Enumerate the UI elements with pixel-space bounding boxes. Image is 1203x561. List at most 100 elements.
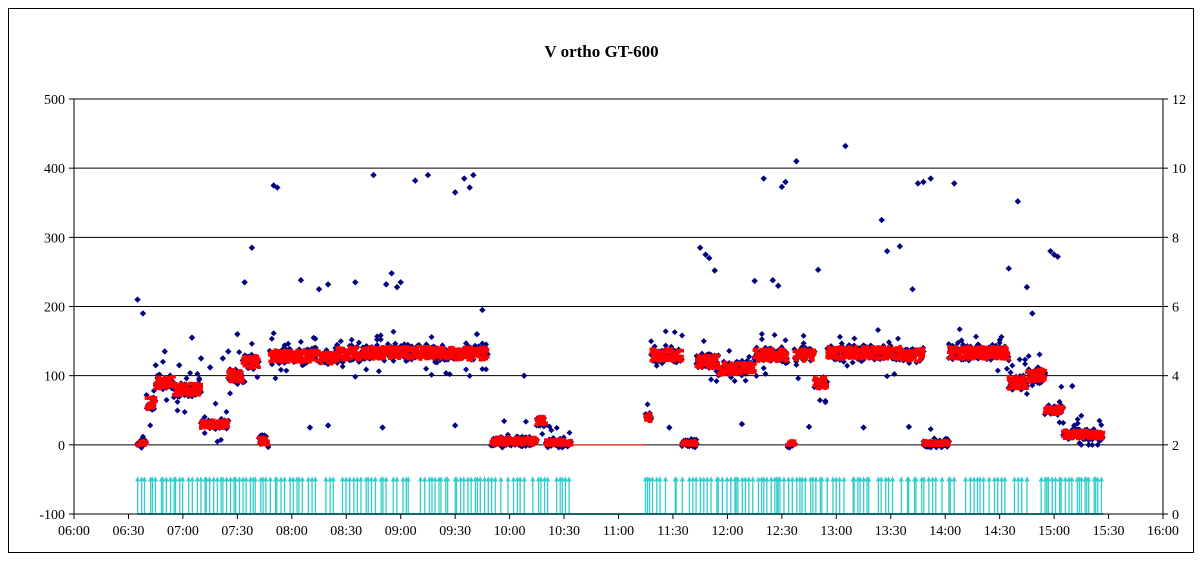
red-point <box>889 346 893 351</box>
red-point <box>834 347 839 351</box>
red-point <box>874 346 878 351</box>
red-point <box>680 348 685 353</box>
red-point <box>992 351 996 356</box>
pulse-marker <box>708 476 714 482</box>
red-point <box>852 352 857 357</box>
red-point <box>861 345 866 349</box>
scatter-point <box>1074 416 1081 423</box>
scatter-point <box>501 418 508 425</box>
pulse-marker <box>802 476 808 482</box>
outlier-point <box>161 348 168 355</box>
pulse-marker <box>562 476 568 482</box>
red-point <box>908 349 913 353</box>
red-point <box>700 365 704 370</box>
red-point <box>749 361 753 365</box>
scatter-point <box>1060 419 1067 426</box>
red-point <box>397 346 401 350</box>
red-point <box>326 360 330 365</box>
red-point <box>322 351 327 356</box>
red-point <box>830 351 835 355</box>
red-point <box>362 350 367 355</box>
red-point <box>1081 436 1085 441</box>
outlier-point <box>775 282 782 289</box>
y2-tick-label: 6 <box>1172 301 1179 316</box>
x-tick-label: 13:00 <box>820 524 852 539</box>
red-point <box>333 360 338 364</box>
pulse-marker <box>1015 476 1021 482</box>
red-point <box>1014 379 1018 384</box>
outlier-point <box>197 355 205 362</box>
scatter-point <box>1003 365 1010 372</box>
red-point <box>248 364 252 369</box>
red-point <box>348 356 352 361</box>
red-point <box>1024 383 1029 388</box>
red-point <box>240 375 245 380</box>
scatter-point <box>816 397 823 404</box>
red-point <box>371 345 376 350</box>
red-point <box>1019 379 1023 384</box>
red-point <box>888 352 893 357</box>
red-point <box>896 353 900 358</box>
scatter-point <box>998 333 1005 340</box>
red-point <box>1059 408 1064 412</box>
red-point <box>347 345 352 350</box>
outlier-point <box>382 281 390 288</box>
red-point <box>518 436 523 441</box>
pulse-marker <box>679 476 685 482</box>
scatter-point <box>822 397 829 404</box>
pulse-marker <box>530 476 536 482</box>
pulse-marker <box>781 476 787 482</box>
y-tick-label: 300 <box>44 231 65 246</box>
red-point <box>719 367 724 371</box>
red-point <box>194 386 198 390</box>
red-point <box>384 350 388 355</box>
pulse-marker <box>489 476 495 482</box>
red-point <box>805 349 809 353</box>
pulse-marker <box>438 476 444 482</box>
red-point <box>714 357 719 362</box>
pulse-marker <box>657 476 663 482</box>
red-point <box>1059 410 1063 415</box>
red-point <box>694 440 699 444</box>
red-point <box>486 354 490 359</box>
red-point <box>1088 432 1093 437</box>
red-point <box>885 356 889 360</box>
red-point <box>754 352 759 356</box>
red-point <box>357 357 361 362</box>
pulse-marker <box>485 476 491 482</box>
red-point <box>569 438 573 443</box>
red-point <box>985 345 989 350</box>
red-point <box>814 376 819 381</box>
red-point <box>437 346 441 351</box>
pulse-marker <box>172 476 178 482</box>
red-point <box>796 354 800 359</box>
red-point <box>821 383 826 387</box>
red-point <box>792 439 797 444</box>
pulse-marker <box>351 476 357 482</box>
outlier-point <box>1047 247 1054 255</box>
red-point <box>335 355 339 360</box>
pulse-marker <box>482 476 488 482</box>
red-point <box>881 356 886 360</box>
red-point <box>790 442 795 447</box>
red-point <box>416 355 421 360</box>
red-point <box>767 347 771 352</box>
red-point <box>651 350 655 355</box>
red-point <box>829 348 833 353</box>
red-point <box>908 354 913 359</box>
red-point <box>456 347 461 351</box>
pulse-marker <box>141 476 147 482</box>
red-point <box>211 418 216 423</box>
y-tick-label: 100 <box>44 370 65 385</box>
red-point <box>478 357 483 362</box>
pulse-marker <box>728 476 734 482</box>
red-point <box>863 347 867 352</box>
red-point <box>823 383 828 388</box>
red-point <box>912 356 917 361</box>
red-point <box>295 352 300 356</box>
red-point <box>994 345 998 349</box>
pulse-marker <box>833 476 839 482</box>
red-point <box>331 356 336 360</box>
red-point <box>264 442 269 447</box>
y2-tick-label: 0 <box>1172 508 1179 523</box>
